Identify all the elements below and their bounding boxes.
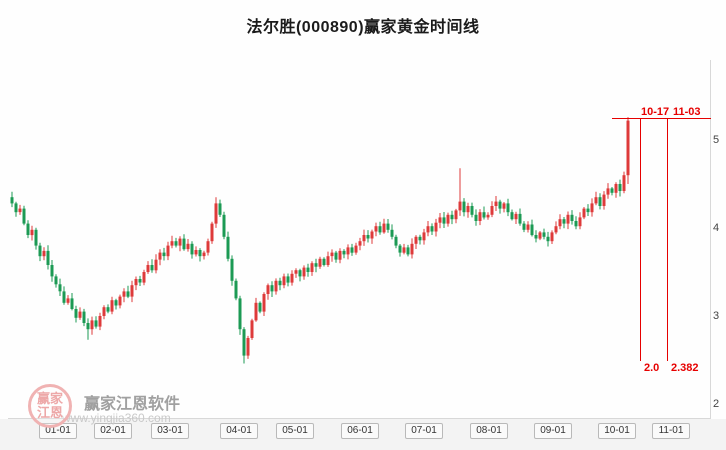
x-axis-label: 10-01 [598, 423, 636, 439]
gann-value-label-1: 2.0 [644, 362, 660, 374]
y-axis-line [710, 60, 711, 418]
y-axis-tick: 5 [713, 134, 720, 146]
chart-title: 法尔胜(000890)赢家黄金时间线 [246, 19, 480, 36]
y-axis-tick: 2 [713, 398, 720, 410]
yingjia-seal-logo: 赢家江恩 [28, 384, 72, 428]
watermark-brand: 赢家江恩软件 [84, 396, 181, 413]
gann-date-label-2: 11-03 [673, 106, 701, 118]
gann-vertical-line-11-03 [667, 118, 668, 361]
y-axis-tick: 4 [713, 222, 720, 234]
gann-date-label-1: 10-17 [641, 106, 670, 118]
x-axis-label: 09-01 [534, 423, 572, 439]
x-axis-label: 04-01 [220, 423, 258, 439]
gann-value-label-2: 2.382 [671, 362, 699, 374]
x-axis-label: 02-01 [94, 423, 132, 439]
x-axis-line [8, 418, 711, 419]
x-axis-strip: 01-01 02-01 03-01 04-01 05-01 06-01 07-01 08-01… [0, 419, 726, 450]
x-axis-label: 07-01 [405, 423, 443, 439]
gann-vertical-line-10-17 [640, 118, 641, 361]
watermark-url: www.yingjia360.com [62, 411, 171, 425]
gann-horizontal-price-line [612, 118, 711, 119]
seal-characters: 赢家江恩 [36, 391, 63, 420]
x-axis-label: 06-01 [341, 423, 379, 439]
x-axis-label: 05-01 [276, 423, 314, 439]
y-axis-tick: 3 [713, 310, 720, 322]
x-axis-label: 08-01 [470, 423, 508, 439]
x-axis-label: 03-01 [151, 423, 189, 439]
x-axis-label: 11-01 [652, 423, 690, 439]
